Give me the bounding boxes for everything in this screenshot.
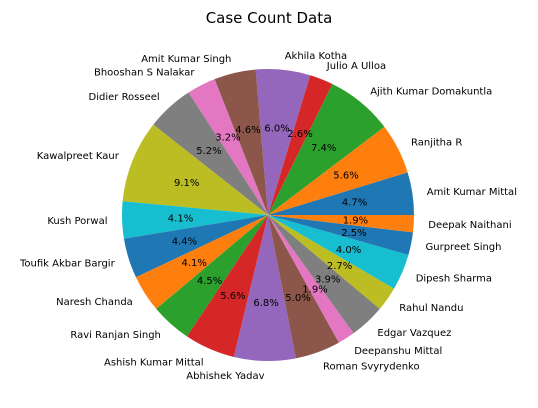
slice-label: Deepak Naithani bbox=[428, 220, 511, 231]
slice-toufik-akbar-bargir bbox=[123, 215, 268, 278]
percent-label: 7.4% bbox=[311, 143, 336, 154]
slice-kawalpreet-kaur bbox=[122, 124, 269, 215]
slice-label: Didier Rosseel bbox=[89, 92, 160, 103]
percent-label: 3.9% bbox=[315, 275, 340, 286]
slice-bhooshan-s-nalakar bbox=[188, 79, 268, 216]
slice-ranjitha-r bbox=[268, 126, 408, 215]
slice-ajith-kumar-domakuntla bbox=[268, 83, 385, 215]
percent-label: 4.1% bbox=[168, 214, 193, 225]
slice-label: Ashish Kumar Mittal bbox=[104, 358, 204, 369]
percent-label: 4.5% bbox=[197, 276, 222, 287]
slice-label: Ravi Ranjan Singh bbox=[70, 330, 161, 341]
percent-label: 2.6% bbox=[287, 129, 312, 140]
percent-label: 4.6% bbox=[235, 125, 260, 136]
percent-label: 6.0% bbox=[264, 123, 289, 134]
slice-label: Kawalpreet Kaur bbox=[37, 151, 120, 162]
slice-labels: Amit Kumar Mittal Ranjitha R Ajith Kumar D… bbox=[19, 51, 517, 382]
slice-roman-svyrydenko bbox=[268, 215, 339, 359]
slice-abhishek-yadav bbox=[233, 215, 296, 362]
slice-label: Dipesh Sharma bbox=[416, 274, 492, 285]
slice-label: Kush Porwal bbox=[47, 216, 107, 227]
percent-label: 4.1% bbox=[181, 258, 206, 269]
percent-label: 6.8% bbox=[253, 298, 278, 309]
slice-naresh-chanda bbox=[135, 215, 268, 309]
slice-ashish-kumar-mittal bbox=[186, 215, 268, 357]
percent-label: 2.7% bbox=[327, 261, 352, 272]
slice-label: Rahul Nandu bbox=[399, 303, 463, 314]
slice-label: Akhila Kotha bbox=[285, 51, 347, 62]
slice-amit-kumar-singh bbox=[214, 69, 268, 215]
slice-label: Julio A Ulloa bbox=[326, 61, 386, 72]
slice-label: Amit Kumar Singh bbox=[141, 54, 231, 65]
percent-labels: 4.7% 5.6% 7.4% 2.6%6.0% 4.6%3.2% 5.2% 9.1% 4.1%… bbox=[168, 123, 368, 309]
slice-label: Toufik Akbar Bargir bbox=[19, 258, 116, 269]
slice-label: Gurpreet Singh bbox=[426, 242, 502, 253]
chart-title: Case Count Data bbox=[206, 9, 333, 27]
slice-label: Roman Svyrydenko bbox=[323, 361, 420, 372]
slice-edgar-vazquez bbox=[268, 215, 380, 334]
percent-label: 5.0% bbox=[285, 293, 310, 304]
percent-label: 2.5% bbox=[341, 228, 366, 239]
percent-label: 1.9% bbox=[343, 216, 368, 227]
percent-label: 9.1% bbox=[174, 178, 199, 189]
slice-dipesh-sharma bbox=[268, 215, 409, 289]
slice-ravi-ranjan-singh bbox=[156, 215, 268, 337]
percent-label: 1.9% bbox=[302, 284, 327, 295]
percent-label: 4.0% bbox=[336, 245, 361, 256]
slice-label: Bhooshan S Nalakar bbox=[94, 68, 195, 79]
slice-kush-porwal bbox=[121, 201, 268, 239]
slice-label: Abhishek Yadav bbox=[186, 371, 264, 382]
slice-didier-rosseel bbox=[153, 92, 268, 215]
percent-label: 5.6% bbox=[333, 171, 358, 182]
slice-label: Amit Kumar Mittal bbox=[427, 187, 517, 198]
slice-julio-a-ulloa bbox=[268, 75, 333, 216]
percent-label: 3.2% bbox=[215, 133, 240, 144]
slice-gurpreet-singh bbox=[268, 215, 413, 255]
percent-label: 5.2% bbox=[196, 146, 221, 157]
slice-amit-kumar-mittal bbox=[268, 172, 414, 215]
percent-label: 5.6% bbox=[220, 291, 245, 302]
slice-rahul-nandu bbox=[268, 215, 395, 309]
slice-label: Deepanshu Mittal bbox=[354, 346, 442, 357]
slice-label: Ajith Kumar Domakuntla bbox=[370, 87, 492, 98]
slice-label: Ranjitha R bbox=[411, 138, 462, 149]
percent-label: 4.7% bbox=[342, 198, 367, 209]
slice-label: Edgar Vazquez bbox=[377, 328, 451, 339]
slice-deepanshu-mittal bbox=[268, 215, 354, 343]
percent-label: 4.4% bbox=[172, 237, 197, 248]
slice-label: Naresh Chanda bbox=[56, 297, 133, 308]
slice-akhila-kotha bbox=[255, 69, 311, 215]
slice-deepak-naithani bbox=[268, 215, 414, 233]
pie-slices bbox=[121, 69, 414, 362]
